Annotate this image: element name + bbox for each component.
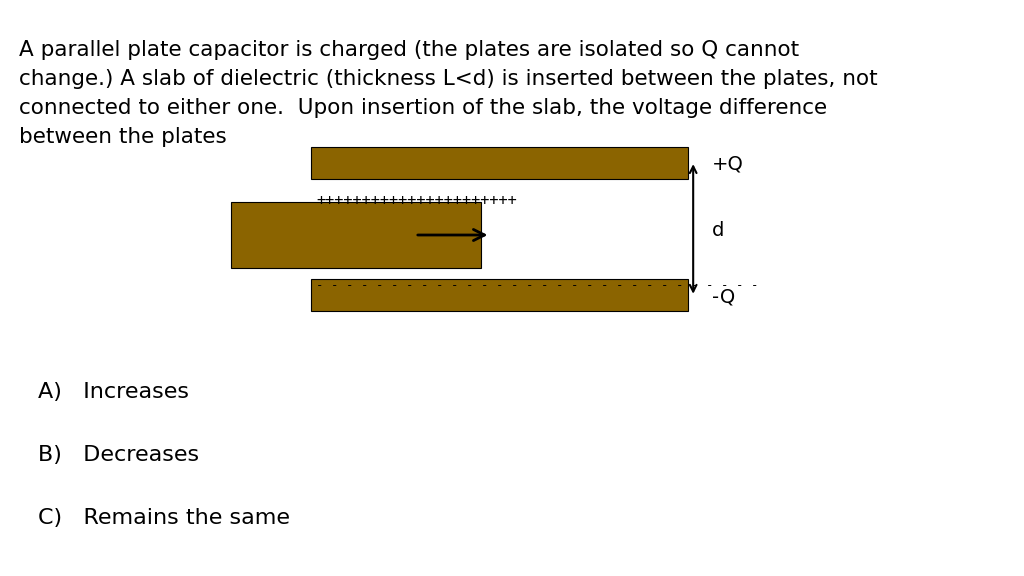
Text: B)   Decreases: B) Decreases <box>38 445 199 465</box>
FancyBboxPatch shape <box>311 147 688 179</box>
Text: -Q: -Q <box>712 287 735 306</box>
Text: A parallel plate capacitor is charged (the plates are isolated so Q cannot
chang: A parallel plate capacitor is charged (t… <box>18 40 878 147</box>
Text: A)   Increases: A) Increases <box>38 382 188 401</box>
Text: d: d <box>712 221 724 240</box>
Text: - - - - - - - - - - - - - - - - - - - - - - - - - - - - - -: - - - - - - - - - - - - - - - - - - - - … <box>316 279 759 293</box>
FancyBboxPatch shape <box>231 202 481 268</box>
Text: C)   Remains the same: C) Remains the same <box>38 509 290 528</box>
Text: +Q: +Q <box>712 155 743 173</box>
FancyBboxPatch shape <box>311 279 688 311</box>
Text: ++++++++++++++++++++++: ++++++++++++++++++++++ <box>316 193 517 208</box>
